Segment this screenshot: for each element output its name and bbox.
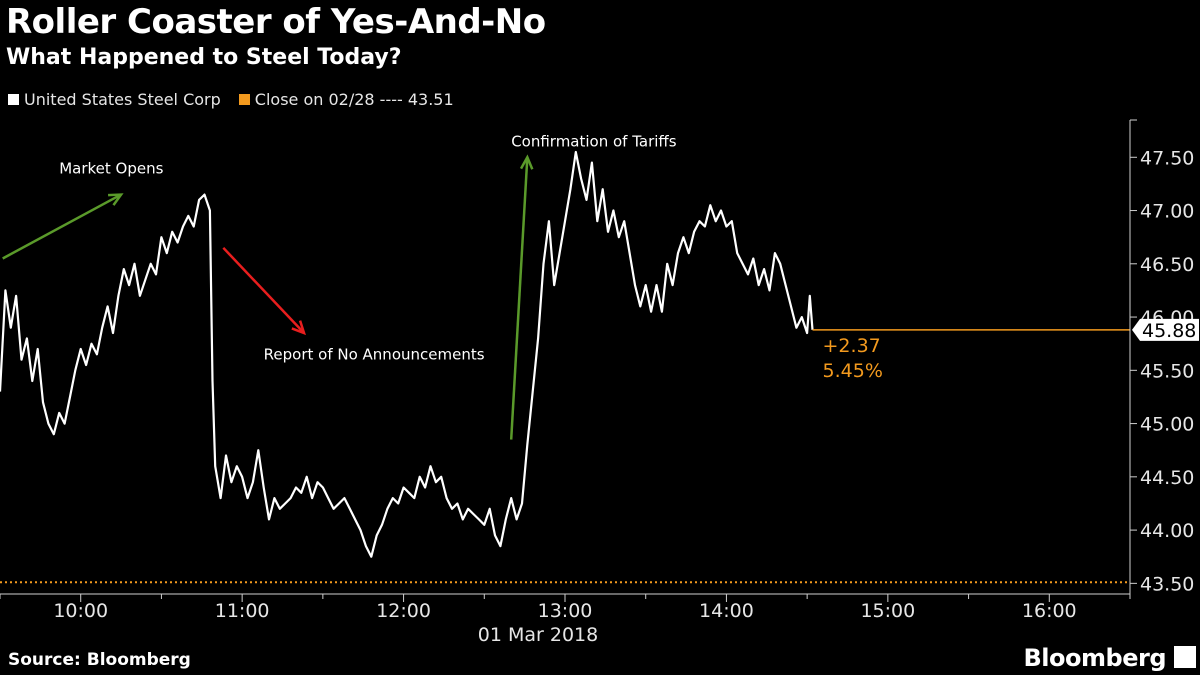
y-tick-label-2: 44.50 [1140,467,1194,489]
annotation-arrowhead-1 [291,320,307,336]
source-note: Source: Bloomberg [8,650,191,670]
y-tick-label-7: 47.00 [1140,201,1194,223]
series-line-0 [0,150,814,558]
x-tick-label-2: 12:00 [376,600,431,622]
legend-close-swatch [238,94,250,105]
annotation-arrowhead-0 [108,193,124,206]
date-label: 01 Mar 2018 [478,624,598,646]
legend-close-label: Close on 02/28 ---- 43.51 [254,90,454,109]
last-value-label: 45.88 [1142,320,1196,342]
last-value-badge [1132,318,1199,341]
change-percent-label: 5.45% [823,360,883,382]
chart-title: Roller Coaster of Yes-And-No [6,2,546,42]
x-tick-label-5: 15:00 [860,600,915,622]
legend-series-swatch [8,94,19,105]
x-tick-label-3: 13:00 [538,600,593,622]
annotation-arrowhead-2 [519,154,534,170]
x-tick-label-1: 11:00 [215,600,270,622]
y-tick-label-0: 43.50 [1140,573,1194,595]
y-tick-label-8: 47.50 [1140,147,1194,169]
y-tick-label-4: 45.50 [1140,360,1194,382]
annotation-label-2: Confirmation of Tariffs [511,133,677,151]
y-tick-label-1: 44.00 [1140,520,1194,542]
annotation-label-0: Market Opens [59,159,163,177]
legend: United States Steel Corp Close on 02/28 … [8,90,454,109]
bloomberg-icon [1174,646,1196,668]
y-tick-label-3: 45.00 [1140,414,1194,436]
y-tick-label-6: 46.50 [1140,254,1194,276]
annotation-arrow-0 [2,193,122,260]
x-tick-label-4: 14:00 [699,600,754,622]
annotation-arrow-2 [509,157,529,440]
annotation-label-1: Report of No Announcements [264,346,485,364]
legend-series-label: United States Steel Corp [24,90,221,109]
annotation-arrow-1 [222,246,305,334]
brand-logo: Bloomberg [1023,644,1167,672]
x-tick-label-0: 10:00 [53,600,108,622]
x-tick-label-6: 16:00 [1022,600,1077,622]
change-absolute-label: +2.37 [823,335,881,357]
chart-subtitle: What Happened to Steel Today? [6,45,402,70]
